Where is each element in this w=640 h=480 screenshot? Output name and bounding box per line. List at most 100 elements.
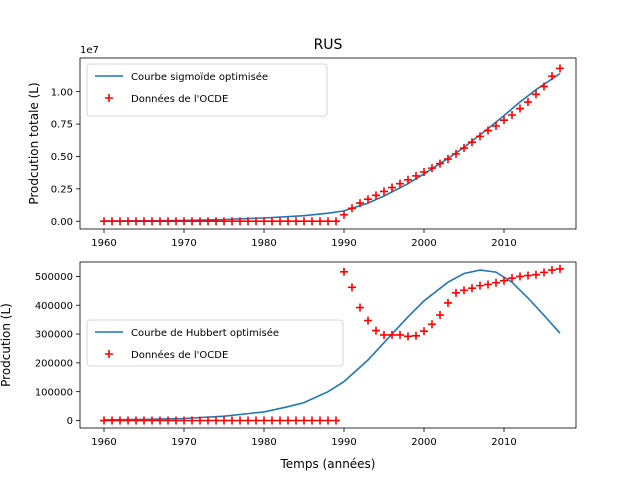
chart-0-data-point	[308, 217, 316, 226]
chart-1-x-tick-label: 1980	[251, 437, 276, 448]
chart-1-data-point	[132, 416, 140, 425]
chart-1-data-point	[148, 416, 156, 425]
chart-1-series-line	[103, 269, 561, 421]
chart-0-data-point	[364, 195, 372, 204]
chart-1-data-point	[300, 416, 308, 425]
x-axis-label: Temps (années)	[280, 457, 376, 471]
chart-1-x-tick-label: 1970	[171, 437, 196, 448]
chart-1-data-point	[420, 327, 428, 336]
chart-1-data-point	[404, 332, 412, 341]
chart-1-data-point	[356, 303, 364, 312]
chart-1-data-point	[180, 416, 188, 425]
chart-1-data-point	[108, 416, 116, 425]
chart-0-data-point	[492, 122, 500, 131]
chart-1-x-tick-label: 2000	[411, 437, 436, 448]
chart-1-x-tick-label: 1990	[331, 437, 356, 448]
chart-1-data-point	[252, 416, 260, 425]
chart-0-data-point	[316, 217, 324, 226]
chart-0-data-point	[356, 199, 364, 208]
chart-0-data-point	[300, 217, 308, 226]
chart-0-y-axis-label: Prodcution totale (L)	[27, 82, 41, 204]
chart-0-x-tick-label: 1970	[171, 238, 196, 249]
chart-1-data-point	[372, 326, 380, 335]
chart-1-data-point	[116, 416, 124, 425]
chart-1-data-point	[388, 330, 396, 339]
chart-1-data-point	[396, 330, 404, 339]
chart-1-data-point	[508, 274, 516, 283]
chart-0-legend	[86, 63, 328, 117]
chart-1-data-point	[228, 416, 236, 425]
chart-1-data-point	[532, 270, 540, 279]
chart-0-data-point	[420, 168, 428, 176]
chart-0-data-point	[212, 217, 220, 226]
chart-1-legend-marker-swatch	[105, 350, 113, 358]
chart-1-data-point	[332, 416, 340, 425]
chart-0-data-point	[276, 217, 284, 226]
chart-0-data-point	[108, 217, 116, 226]
chart-0-data-point	[124, 217, 132, 226]
chart-1-data-point	[380, 330, 388, 339]
chart-1-data-point	[156, 416, 164, 425]
chart-0-x-tick-label: 1960	[91, 238, 116, 249]
chart-0-data-point	[268, 217, 276, 226]
chart-0-legend-marker-swatch	[105, 94, 113, 102]
chart-1-data-point	[348, 283, 356, 292]
chart-1-data-point	[172, 416, 180, 425]
chart-0-data-point	[116, 217, 124, 226]
chart-1-data-point	[124, 416, 132, 425]
figure-title: RUS	[314, 37, 343, 53]
chart-1-data-point	[100, 416, 108, 425]
chart-0-y-tick-label: 0.75	[51, 120, 73, 131]
chart-1-legend-label: Courbe de Hubbert optimisée	[131, 327, 279, 339]
chart-0-data-point	[340, 210, 348, 219]
chart-0-offset-label: 1e7	[80, 45, 99, 56]
chart-1-y-tick-label: 200000	[35, 358, 73, 369]
chart-0-data-point	[388, 183, 396, 192]
chart-0-data-point	[148, 217, 156, 226]
chart-0-data-point	[508, 111, 516, 119]
chart-1-y-tick-label: 500000	[35, 272, 73, 283]
chart-0-legend-label: Données de l'OCDE	[131, 93, 228, 105]
chart-0-data-point	[548, 72, 556, 81]
chart-1-y-axis-label: Prodcution (L)	[0, 303, 13, 387]
chart-1-data-point	[196, 416, 204, 425]
chart-0-data-point	[156, 217, 164, 226]
chart-0-data-point	[204, 217, 212, 226]
chart-0-data-point	[236, 217, 244, 226]
chart-1-data-point	[364, 316, 372, 325]
chart-1-data-point	[452, 288, 460, 297]
chart-1-data-point	[292, 416, 300, 425]
bottom-panel: 1960 1970 1980 1990 2000 2010 0 100000 200000 300…	[0, 261, 577, 448]
chart-0-data-point	[100, 217, 108, 226]
chart-0-data-point	[484, 126, 492, 135]
chart-1-data-point	[492, 278, 500, 287]
chart-1-data-point	[260, 416, 268, 425]
chart-1-x-tick-label: 1960	[91, 437, 116, 448]
top-panel: 1960 1970 1980 1990 2000 2010 0.00 0.25 0.50 0.75…	[27, 45, 577, 249]
chart-0-data-point	[244, 217, 252, 226]
chart-0-data-point	[220, 217, 228, 226]
chart-0-data-point	[196, 217, 204, 226]
chart-1-data-point	[276, 416, 284, 425]
chart-1-data-point	[524, 271, 532, 280]
chart-0-x-tick-label: 2010	[491, 238, 516, 249]
chart-1-x-tick-label: 2010	[491, 437, 516, 448]
chart-1-y-tick-label: 0	[67, 416, 73, 427]
chart-0-data-point	[292, 217, 300, 226]
chart-1-data-point	[212, 416, 220, 425]
chart-0-data-point	[372, 191, 380, 200]
chart-1-data-point	[460, 286, 468, 295]
chart-1-y-tick-label: 300000	[35, 330, 73, 341]
chart-1-data-point	[244, 416, 252, 425]
chart-1-data-point	[308, 416, 316, 425]
chart-0-y-tick-label: 0.25	[51, 184, 73, 195]
chart-1-data-point	[500, 276, 508, 285]
chart-1-data-point	[516, 272, 524, 281]
chart-0-data-point	[452, 149, 460, 158]
chart-0-data-point	[516, 104, 524, 113]
chart-0-data-point	[332, 217, 340, 226]
chart-1-data-point	[444, 298, 452, 307]
chart-0-legend-label: Courbe sigmoïde optimisée	[131, 71, 268, 83]
chart-1-data-point	[428, 320, 436, 329]
